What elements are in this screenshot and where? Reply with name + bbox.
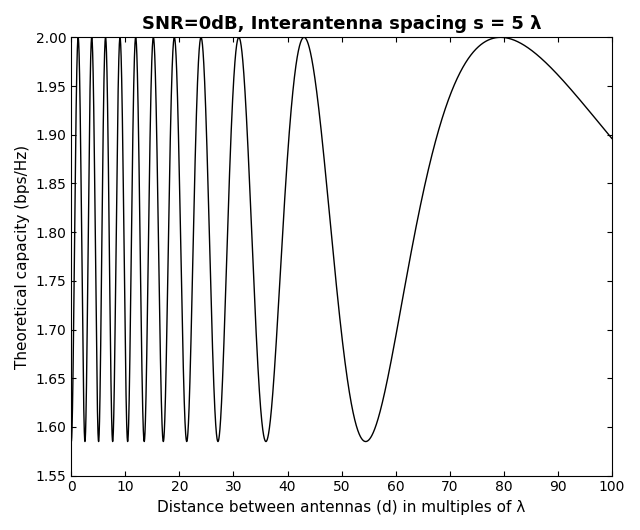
X-axis label: Distance between antennas (d) in multiples of λ: Distance between antennas (d) in multipl… [157, 500, 525, 515]
Y-axis label: Theoretical capacity (bps/Hz): Theoretical capacity (bps/Hz) [15, 144, 30, 368]
Title: SNR=0dB, Interantenna spacing s = 5 λ: SNR=0dB, Interantenna spacing s = 5 λ [142, 15, 541, 33]
